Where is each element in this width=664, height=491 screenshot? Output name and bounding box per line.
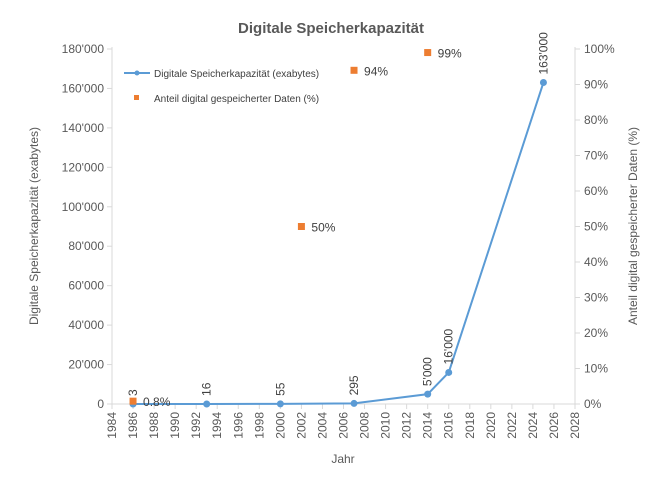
x-tick-label: 2002: [294, 412, 308, 439]
capacity-data-label: 163'000: [536, 32, 550, 75]
y-tick-label: 100'000: [62, 200, 105, 214]
x-tick-label: 1996: [231, 412, 245, 439]
x-tick-label: 1988: [147, 412, 161, 439]
share-point: [424, 49, 432, 57]
x-tick-label: 2020: [484, 412, 498, 439]
capacity-point: [424, 390, 432, 398]
x-tick-label: 1994: [210, 412, 224, 439]
share-point: [297, 223, 305, 230]
capacity-line: [133, 82, 545, 405]
y2-tick-label: 0%: [584, 397, 602, 411]
x-tick-label: 1992: [189, 412, 203, 439]
y-tick-label: 180'000: [62, 42, 105, 56]
legend-label-share: Anteil digital gespeicherter Daten (%): [154, 94, 319, 105]
legend-label-capacity: Digitale Speicherkapazität (exabytes): [154, 69, 319, 80]
share-point: [129, 397, 137, 405]
capacity-data-label: 55: [273, 382, 287, 396]
capacity-data-label: 3: [126, 389, 140, 396]
x-tick-label: 1986: [126, 412, 140, 439]
y2-tick-label: 50%: [584, 220, 608, 234]
share-data-label: 94%: [364, 64, 388, 78]
y2-tick-label: 10%: [584, 362, 608, 376]
chart-title: Digitale Speicherkapazität: [238, 20, 424, 37]
y-axis-label: Digitale Speicherkapazität (exabytes): [27, 127, 41, 325]
capacity-point: [539, 79, 547, 87]
y2-axis-label: Anteil digital gespeicherter Daten (%): [626, 127, 640, 325]
x-tick-label: 2012: [400, 412, 414, 439]
share-point: [350, 66, 358, 74]
capacity-data-label: 5'000: [421, 357, 435, 386]
y2-tick-label: 80%: [584, 113, 608, 127]
y2-tick-label: 100%: [584, 42, 615, 56]
legend-line-marker: [134, 70, 140, 76]
x-tick-label: 2004: [315, 412, 329, 439]
share-data-label: 0.8%: [143, 395, 171, 409]
legend-square-swatch: [134, 95, 139, 100]
capacity-data-label: 16: [200, 382, 214, 396]
capacity-point: [203, 400, 211, 408]
y-tick-label: 120'000: [62, 160, 105, 174]
x-tick-label: 2022: [505, 412, 519, 439]
y2-tick-label: 20%: [584, 326, 608, 340]
x-tick-label: 2028: [568, 412, 582, 439]
x-tick-label: 2016: [442, 412, 456, 439]
share-data-label: 50%: [311, 221, 335, 235]
capacity-point: [350, 399, 358, 407]
x-tick-label: 2024: [526, 412, 540, 439]
legend: Digitale Speicherkapazität (exabytes) An…: [124, 69, 319, 105]
x-tick-label: 2006: [337, 412, 351, 439]
x-tick-label: 1998: [252, 412, 266, 439]
capacity-point: [276, 400, 284, 408]
y-tick-label: 160'000: [62, 81, 105, 95]
y-tick-label: 0: [97, 397, 104, 411]
y2-tick-label: 70%: [584, 149, 608, 163]
capacity-data-label: 16'000: [442, 328, 456, 364]
y-tick-label: 20'000: [68, 358, 104, 372]
x-tick-label: 1990: [168, 412, 182, 439]
y2-tick-label: 30%: [584, 291, 608, 305]
x-tick-label: 2018: [463, 412, 477, 439]
capacity-data-label: 295: [347, 375, 361, 395]
x-tick-label: 2008: [358, 412, 372, 439]
x-tick-label: 2010: [379, 412, 393, 439]
x-tick-label: 1984: [105, 412, 119, 439]
y2-tick-label: 40%: [584, 255, 608, 269]
x-tick-label: 2000: [273, 412, 287, 439]
y-tick-label: 40'000: [68, 318, 104, 332]
y2-tick-label: 60%: [584, 184, 608, 198]
x-tick-label: 2014: [421, 412, 435, 439]
x-axis-label: Jahr: [331, 452, 354, 466]
y2-tick-label: 90%: [584, 78, 608, 92]
y-tick-label: 80'000: [68, 239, 104, 253]
share-data-label: 99%: [438, 47, 462, 61]
y-tick-label: 60'000: [68, 279, 104, 293]
capacity-point: [445, 368, 453, 376]
y-tick-label: 140'000: [62, 121, 105, 135]
x-tick-label: 2026: [547, 412, 561, 439]
